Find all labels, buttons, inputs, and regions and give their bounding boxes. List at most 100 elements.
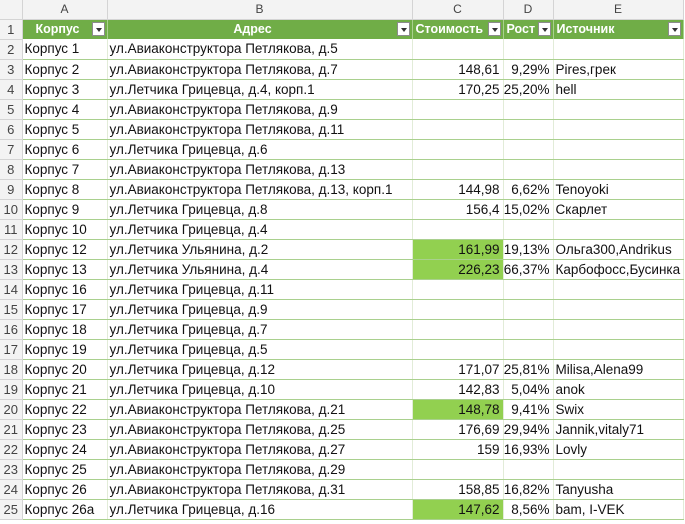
cell-address[interactable]: ул.Авиаконструктора Петлякова, д.21 [107,399,413,420]
cell-growth[interactable] [503,299,554,320]
row-header[interactable]: 19 [0,379,23,400]
cell-korpus[interactable]: Корпус 4 [22,99,108,120]
filter-dropdown-icon[interactable] [487,21,501,36]
cell-growth[interactable]: 29,94% [503,419,554,440]
cell-korpus[interactable]: Корпус 19 [22,339,108,360]
cell-cost[interactable]: 158,85 [412,479,504,500]
row-header[interactable]: 6 [0,119,23,140]
row-header[interactable]: 14 [0,279,23,300]
cell-korpus[interactable]: Корпус 21 [22,379,108,400]
row-header[interactable]: 11 [0,219,23,240]
cell-korpus[interactable]: Корпус 17 [22,299,108,320]
cell-address[interactable]: ул.Летчика Грицевца, д.6 [107,139,413,160]
cell-cost[interactable] [412,139,504,160]
cell-cost[interactable]: 176,69 [412,419,504,440]
cell-korpus[interactable]: Корпус 8 [22,179,108,200]
cell-source[interactable] [553,159,684,180]
cell-source[interactable]: anok [553,379,684,400]
cell-korpus[interactable]: Корпус 5 [22,119,108,140]
cell-growth[interactable]: 9,29% [503,59,554,80]
cell-address[interactable]: ул.Авиаконструктора Петлякова, д.7 [107,59,413,80]
row-header[interactable]: 22 [0,439,23,460]
cell-address[interactable]: ул.Летчика Грицевца, д.11 [107,279,413,300]
cell-address[interactable]: ул.Авиаконструктора Петлякова, д.25 [107,419,413,440]
filter-dropdown-icon[interactable] [537,21,551,36]
cell-cost[interactable]: 156,4 [412,199,504,220]
filter-dropdown-icon[interactable] [91,21,105,36]
cell-growth[interactable] [503,99,554,120]
cell-korpus[interactable]: Корпус 13 [22,259,108,280]
cell-growth[interactable] [503,339,554,360]
cell-korpus[interactable]: Корпус 26 [22,479,108,500]
cell-growth[interactable]: 9,41% [503,399,554,420]
cell-cost[interactable] [412,119,504,140]
cell-cost[interactable]: 148,78 [412,399,504,420]
cell-source[interactable] [553,139,684,160]
cell-address[interactable]: ул.Авиаконструктора Петлякова, д.13, кор… [107,179,413,200]
cell-address[interactable]: ул.Авиаконструктора Петлякова, д.9 [107,99,413,120]
cell-growth[interactable]: 25,20% [503,79,554,100]
row-header[interactable]: 7 [0,139,23,160]
cell-korpus[interactable]: Корпус 12 [22,239,108,260]
row-header[interactable]: 21 [0,419,23,440]
row-header[interactable]: 25 [0,499,23,520]
row-header[interactable]: 8 [0,159,23,180]
cell-address[interactable]: ул.Авиаконструктора Петлякова, д.13 [107,159,413,180]
cell-address[interactable]: ул.Летчика Грицевца, д.10 [107,379,413,400]
cell-korpus[interactable]: Корпус 25 [22,459,108,480]
row-header[interactable]: 10 [0,199,23,220]
cell-cost[interactable]: 226,23 [412,259,504,280]
row-header[interactable]: 5 [0,99,23,120]
column-header-a[interactable]: A [22,0,108,20]
cell-address[interactable]: ул.Авиаконструктора Петлякова, д.31 [107,479,413,500]
column-header-b[interactable]: B [107,0,413,20]
cell-address[interactable]: ул.Авиаконструктора Петлякова, д.27 [107,439,413,460]
cell-address[interactable]: ул.Летчика Грицевца, д.16 [107,499,413,520]
cell-cost[interactable]: 148,61 [412,59,504,80]
cell-cost[interactable]: 147,62 [412,499,504,520]
row-header[interactable]: 9 [0,179,23,200]
cell-growth[interactable]: 66,37% [503,259,554,280]
cell-source[interactable]: Карбофосс,Бусинка [553,259,684,280]
cell-address[interactable]: ул.Авиаконструктора Петлякова, д.29 [107,459,413,480]
cell-source[interactable]: Pires,грек [553,59,684,80]
cell-source[interactable] [553,339,684,360]
cell-korpus[interactable]: Корпус 1 [22,39,108,60]
column-header-d[interactable]: D [503,0,554,20]
row-header[interactable]: 4 [0,79,23,100]
cell-address[interactable]: ул.Авиаконструктора Петлякова, д.5 [107,39,413,60]
cell-growth[interactable] [503,219,554,240]
cell-growth[interactable] [503,39,554,60]
cell-growth[interactable] [503,459,554,480]
cell-address[interactable]: ул.Летчика Грицевца, д.4, корп.1 [107,79,413,100]
cell-source[interactable]: Jannik,vitaly71 [553,419,684,440]
cell-cost[interactable] [412,339,504,360]
cell-address[interactable]: ул.Летчика Грицевца, д.12 [107,359,413,380]
row-header[interactable]: 3 [0,59,23,80]
cell-source[interactable] [553,219,684,240]
row-header[interactable]: 17 [0,339,23,360]
cell-source[interactable] [553,459,684,480]
cell-growth[interactable]: 16,82% [503,479,554,500]
cell-korpus[interactable]: Корпус 23 [22,419,108,440]
cell-address[interactable]: ул.Летчика Ульянина, д.4 [107,259,413,280]
cell-source[interactable]: Tenoyoki [553,179,684,200]
cell-korpus[interactable]: Корпус 16 [22,279,108,300]
cell-source[interactable]: Tanyusha [553,479,684,500]
cell-cost[interactable] [412,319,504,340]
cell-korpus[interactable]: Корпус 20 [22,359,108,380]
cell-korpus[interactable]: Корпус 24 [22,439,108,460]
cell-source[interactable]: bam, I-VEK [553,499,684,520]
cell-source[interactable]: Скарлет [553,199,684,220]
cell-source[interactable]: Swix [553,399,684,420]
row-header[interactable]: 1 [0,19,23,40]
cell-cost[interactable] [412,219,504,240]
cell-cost[interactable]: 159 [412,439,504,460]
cell-cost[interactable] [412,159,504,180]
cell-address[interactable]: ул.Летчика Грицевца, д.5 [107,339,413,360]
cell-source[interactable]: Milisa,Alena99 [553,359,684,380]
row-header[interactable]: 12 [0,239,23,260]
cell-cost[interactable] [412,39,504,60]
cell-growth[interactable] [503,279,554,300]
cell-korpus[interactable]: Корпус 9 [22,199,108,220]
